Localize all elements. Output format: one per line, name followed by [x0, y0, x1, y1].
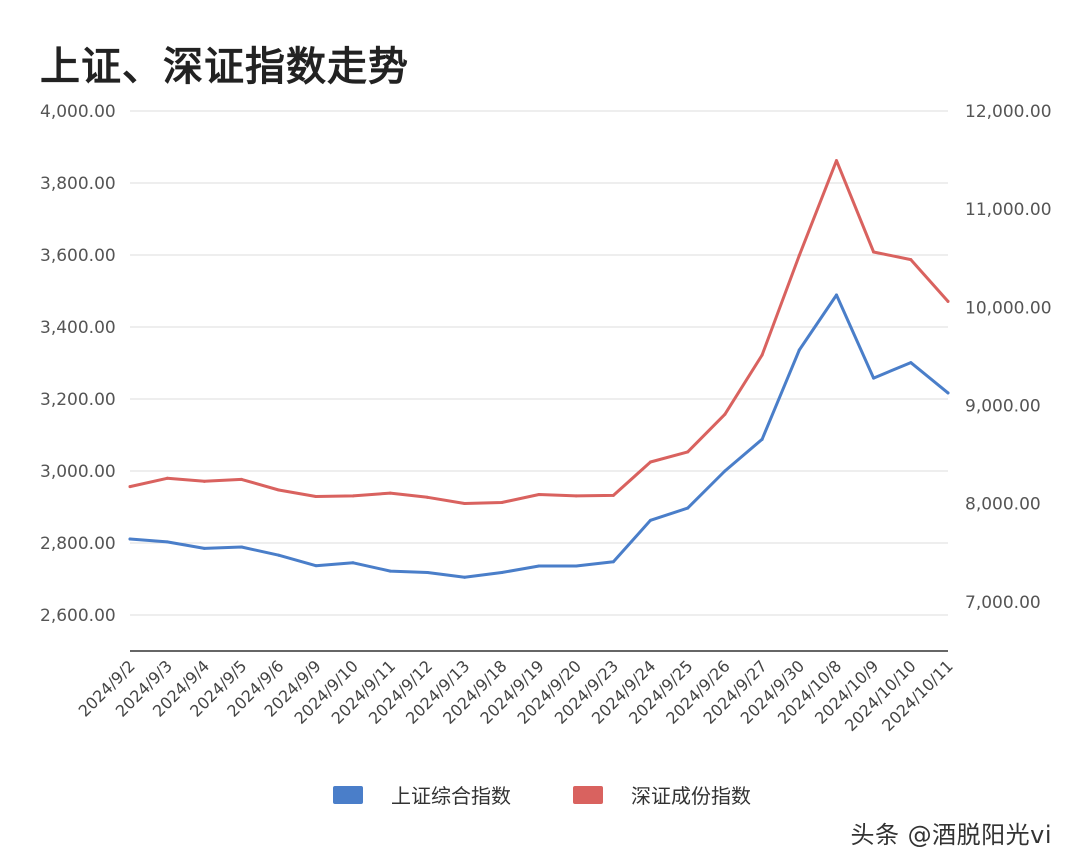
data-point-shanghai — [834, 293, 838, 297]
data-point-shenzhen — [425, 495, 429, 499]
data-point-shenzhen — [537, 492, 541, 496]
data-point-shenzhen — [165, 476, 169, 480]
data-point-shanghai — [723, 469, 727, 473]
data-point-shenzhen — [946, 299, 950, 303]
data-point-shanghai — [240, 545, 244, 549]
y-left-tick-label: 3,000.00 — [40, 462, 116, 482]
data-point-shanghai — [872, 376, 876, 380]
data-point-shanghai — [202, 546, 206, 550]
data-point-shanghai — [425, 571, 429, 575]
legend-swatch-shenzhen — [573, 785, 603, 804]
data-point-shanghai — [388, 569, 392, 573]
data-point-shenzhen — [909, 258, 913, 262]
y-left-tick-label: 2,800.00 — [40, 534, 116, 554]
data-point-shenzhen — [240, 477, 244, 481]
data-point-shenzhen — [760, 353, 764, 357]
data-point-shanghai — [946, 391, 950, 395]
data-point-shanghai — [649, 518, 653, 522]
y-right-tick-label: 10,000.00 — [965, 298, 1052, 318]
data-point-shanghai — [611, 560, 615, 564]
series-line-shenzhen — [128, 159, 950, 505]
data-point-shanghai — [909, 361, 913, 365]
data-point-shanghai — [128, 537, 132, 541]
data-point-shenzhen — [611, 493, 615, 497]
data-point-shenzhen — [872, 250, 876, 254]
watermark-text: 头条 @酒脱阳光vi — [850, 821, 1052, 849]
data-point-shanghai — [463, 575, 467, 579]
data-point-shanghai — [760, 437, 764, 441]
data-point-shanghai — [574, 564, 578, 568]
data-point-shenzhen — [128, 485, 132, 489]
data-point-shenzhen — [277, 488, 281, 492]
chart-title: 上证、深证指数走势 — [40, 44, 409, 90]
data-point-shenzhen — [574, 494, 578, 498]
data-point-shanghai — [537, 564, 541, 568]
data-point-shenzhen — [388, 491, 392, 495]
data-point-shenzhen — [649, 460, 653, 464]
y-left-tick-label: 4,000.00 — [40, 102, 116, 122]
y-right-tick-label: 11,000.00 — [965, 200, 1052, 220]
data-point-shanghai — [165, 540, 169, 544]
data-point-shanghai — [351, 561, 355, 565]
y-right-tick-label: 7,000.00 — [965, 593, 1041, 613]
y-right-tick-label: 9,000.00 — [965, 397, 1041, 417]
legend-label-shanghai: 上证综合指数 — [391, 784, 511, 808]
legend-item-shenzhen: 深证成份指数 — [573, 780, 751, 809]
series-line-shanghai — [128, 293, 950, 579]
legend-swatch-shanghai — [333, 785, 363, 804]
y-right-tick-label: 12,000.00 — [965, 102, 1052, 122]
y-right-tick-label: 8,000.00 — [965, 495, 1041, 515]
data-point-shenzhen — [834, 159, 838, 163]
data-point-shenzhen — [463, 502, 467, 506]
data-point-shanghai — [314, 564, 318, 568]
data-point-shanghai — [686, 506, 690, 510]
data-point-shanghai — [797, 348, 801, 352]
legend-label-shenzhen: 深证成份指数 — [631, 784, 751, 808]
y-left-tick-label: 3,400.00 — [40, 318, 116, 338]
data-point-shenzhen — [202, 479, 206, 483]
y-left-tick-label: 2,600.00 — [40, 606, 116, 626]
legend-item-shanghai: 上证综合指数 — [333, 780, 511, 809]
y-left-tick-label: 3,800.00 — [40, 174, 116, 194]
data-point-shenzhen — [314, 494, 318, 498]
data-point-shenzhen — [351, 494, 355, 498]
data-point-shenzhen — [500, 501, 504, 505]
data-point-shanghai — [500, 571, 504, 575]
data-point-shenzhen — [686, 450, 690, 454]
y-left-tick-label: 3,200.00 — [40, 390, 116, 410]
data-point-shanghai — [277, 553, 281, 557]
data-point-shenzhen — [797, 253, 801, 257]
data-point-shenzhen — [723, 412, 727, 416]
y-left-tick-label: 3,600.00 — [40, 246, 116, 266]
